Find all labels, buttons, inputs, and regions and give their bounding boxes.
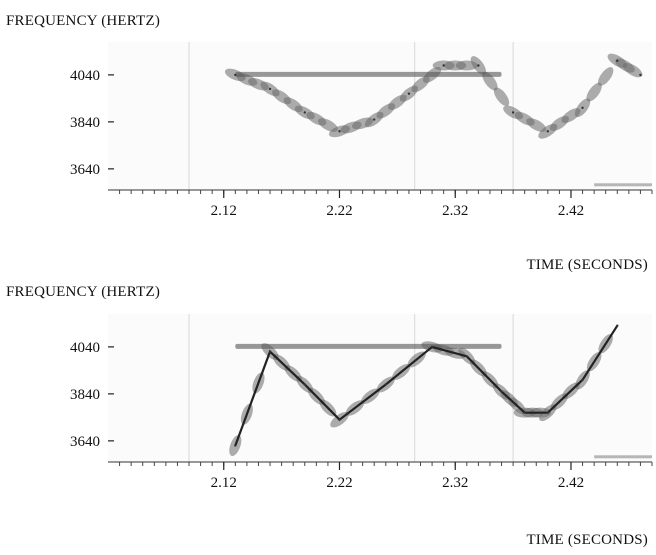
data-point xyxy=(546,411,550,414)
x-tick-label: 2.32 xyxy=(442,203,468,219)
x-tick-label: 2.42 xyxy=(558,203,584,219)
x-tick-label: 2.12 xyxy=(211,475,237,491)
fitted-contour-line xyxy=(234,325,619,446)
y-axis-title: FREQUENCY (HERTZ) xyxy=(6,13,161,29)
data-point xyxy=(581,378,584,381)
harmonic-streak xyxy=(235,71,502,77)
data-point xyxy=(546,130,550,133)
data-point xyxy=(430,345,434,349)
y-tick-label: 3840 xyxy=(70,115,100,131)
low-streak xyxy=(594,455,652,459)
data-point xyxy=(268,350,272,353)
data-point xyxy=(407,92,411,95)
data-point xyxy=(616,324,619,327)
data-point xyxy=(523,411,526,414)
spectrogram-chart-1: 2.12 2.22 2.32 2.42 4040 3840 3640 xyxy=(70,42,653,219)
x-tick-label: 2.12 xyxy=(211,203,237,219)
x-axis-title: TIME (SECONDS) xyxy=(526,532,648,548)
data-point xyxy=(303,383,306,386)
data-point xyxy=(616,59,619,62)
data-point xyxy=(639,73,642,77)
x-tick-label: 2.32 xyxy=(442,475,468,491)
data-point xyxy=(234,73,237,77)
data-point xyxy=(268,87,272,91)
spectral-blob xyxy=(598,67,614,86)
data-point xyxy=(477,64,480,67)
data-point xyxy=(303,111,306,114)
spectrogram-panel-1: FREQUENCY (HERTZ) 2.12 2.22 2.32 2.42 4040 38… xyxy=(6,13,653,273)
y-tick-label: 3640 xyxy=(70,162,100,178)
y-tick-label: 4040 xyxy=(70,68,100,84)
y-tick-label: 3840 xyxy=(70,387,100,403)
data-point xyxy=(465,355,469,358)
data-point xyxy=(581,106,584,109)
data-point xyxy=(500,390,503,393)
data-point xyxy=(384,383,387,386)
y-tick-label: 4040 xyxy=(70,340,100,356)
spectral-blob xyxy=(317,118,338,132)
x-tick-label: 2.42 xyxy=(558,475,584,491)
spectral-blob xyxy=(586,82,602,102)
x-axis-title: TIME (SECONDS) xyxy=(526,257,648,273)
y-tick-label: 3640 xyxy=(70,434,100,450)
spectrogram-panel-2: FREQUENCY (HERTZ) 2.12 2.22 2.32 2.42 4040 38… xyxy=(0,278,656,555)
spectral-blob xyxy=(622,63,643,78)
data-point xyxy=(373,118,376,121)
x-tick-label: 2.22 xyxy=(326,203,352,219)
y-axis-title: FREQUENCY (HERTZ) xyxy=(6,284,161,300)
data-point xyxy=(442,64,445,67)
data-point xyxy=(338,418,341,421)
spectrogram-chart-2: 2.12 2.22 2.32 2.42 4040 3840 3640 xyxy=(70,314,653,491)
low-streak xyxy=(594,183,652,187)
data-point xyxy=(338,130,341,133)
harmonic-streak xyxy=(235,343,502,349)
spectral-blob xyxy=(526,118,547,132)
data-point xyxy=(234,444,237,447)
spectral-blob xyxy=(493,87,510,107)
data-point xyxy=(511,111,515,114)
x-tick-label: 2.22 xyxy=(326,475,352,491)
